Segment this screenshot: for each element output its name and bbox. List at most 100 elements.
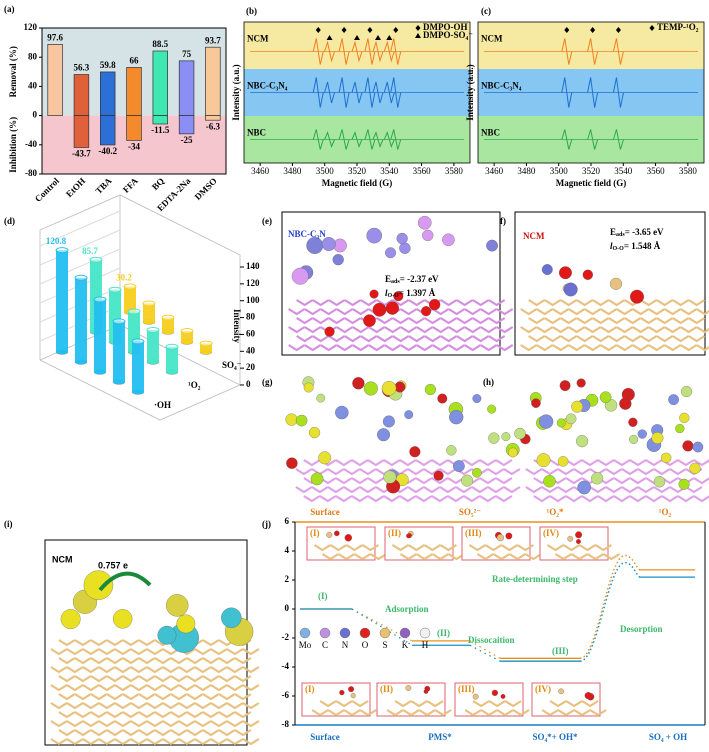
- slab-bond: [656, 299, 674, 307]
- grid-line: [39, 229, 121, 266]
- slab-bond: [186, 675, 204, 683]
- slab-bond: [335, 700, 353, 708]
- bar-3d: [165, 343, 179, 375]
- slab-bond: [637, 486, 655, 494]
- slab-bond: [448, 326, 466, 334]
- atom: [500, 694, 506, 699]
- slab-bond: [503, 468, 521, 476]
- slab-bond: [58, 657, 76, 665]
- x-tick-label: 3480: [517, 166, 536, 176]
- legend-label: DMPO-SO₄⁻: [423, 30, 473, 40]
- slab-bond: [50, 702, 68, 710]
- annotation: (III): [552, 646, 569, 656]
- slab-bond: [468, 544, 487, 552]
- slab-bond: [242, 648, 260, 656]
- slab-bond: [202, 729, 220, 737]
- y-tick-label: -80: [25, 168, 37, 178]
- spectrum-peak: [351, 40, 363, 63]
- bar: [100, 115, 116, 146]
- slab-bond: [632, 344, 650, 352]
- slab-bond: [311, 486, 329, 494]
- state-label: ¹O₂*: [547, 507, 564, 517]
- slab-bond: [392, 299, 410, 307]
- slab-bond: [288, 344, 306, 352]
- spectrum-peak: [364, 77, 376, 108]
- slab-bond: [58, 693, 76, 701]
- panel-label: (j): [262, 519, 271, 529]
- slab-bond: [416, 344, 434, 352]
- inset-label: (II): [388, 528, 401, 538]
- slab-bond: [680, 344, 698, 352]
- value-label: 120.8: [46, 236, 67, 246]
- slab-bond: [629, 459, 647, 467]
- slab-bond: [426, 700, 444, 708]
- bar-body: [181, 331, 193, 342]
- label: E: [610, 227, 616, 237]
- atom: [165, 594, 189, 617]
- slab-bond: [210, 666, 228, 674]
- slab-bond: [471, 486, 489, 494]
- slab-bond: [541, 486, 559, 494]
- value-label: -43.7: [72, 149, 91, 159]
- spectrum-peak: [312, 77, 324, 108]
- slab-bond: [202, 657, 220, 665]
- slab-bond: [416, 326, 434, 334]
- peak-marker: [374, 35, 381, 40]
- slab-bond: [386, 709, 404, 717]
- atom: [407, 533, 412, 539]
- slab-bond: [335, 459, 353, 467]
- slab-bond: [343, 468, 361, 476]
- slab-bond: [664, 344, 682, 352]
- atom: [682, 440, 694, 452]
- slab-bond: [98, 702, 116, 710]
- slab-bond: [536, 308, 554, 316]
- atom: [496, 534, 504, 542]
- slab-bond: [344, 299, 362, 307]
- slab-bond: [210, 684, 228, 692]
- spectrum-peak: [561, 77, 573, 108]
- bar-3d: [93, 296, 107, 375]
- slab-bond: [242, 738, 260, 746]
- x-tick-label: SO₄ + OH: [649, 732, 687, 742]
- slab-bond: [58, 729, 76, 737]
- bar-3d: [180, 328, 194, 345]
- slab-bond: [613, 459, 631, 467]
- slab-bond: [479, 477, 497, 485]
- slab-bond: [146, 666, 164, 674]
- slab-bond: [226, 684, 244, 692]
- slab-bond: [352, 308, 370, 316]
- slab-bond: [74, 693, 92, 701]
- slab-bond: [621, 486, 639, 494]
- atom: [576, 378, 586, 388]
- slab-bond: [122, 657, 140, 665]
- atom: [472, 467, 482, 478]
- x-tick-label: 3560: [647, 166, 666, 176]
- value-label: -11.5: [151, 125, 170, 135]
- inset-label: (II): [380, 684, 393, 694]
- slab-bond: [456, 335, 474, 343]
- atom: [577, 480, 591, 495]
- slab-bond: [343, 486, 361, 494]
- slab-bond: [336, 326, 354, 334]
- atom: [352, 377, 365, 390]
- slab-bond: [313, 544, 332, 552]
- peak-marker: [367, 27, 373, 33]
- slab-bond: [653, 468, 671, 476]
- slab-bond: [90, 657, 108, 665]
- spectrum-peak: [351, 131, 363, 148]
- spectrum-peak: [390, 38, 402, 65]
- slab-bond: [392, 317, 410, 325]
- bar-3d: [112, 318, 126, 385]
- slab-bond: [677, 495, 695, 503]
- slab-bond: [557, 468, 575, 476]
- slab-bond: [210, 702, 228, 710]
- slab-bond: [677, 459, 695, 467]
- series-label: SO₄⁻: [222, 360, 242, 370]
- panel-label: (h): [483, 377, 494, 387]
- plot-frame: [41, 27, 227, 175]
- atom: [285, 413, 298, 426]
- slab-bond: [327, 486, 345, 494]
- z-tick-label: 120: [246, 278, 260, 288]
- bar: [126, 67, 142, 116]
- spectrum-peak: [383, 131, 395, 148]
